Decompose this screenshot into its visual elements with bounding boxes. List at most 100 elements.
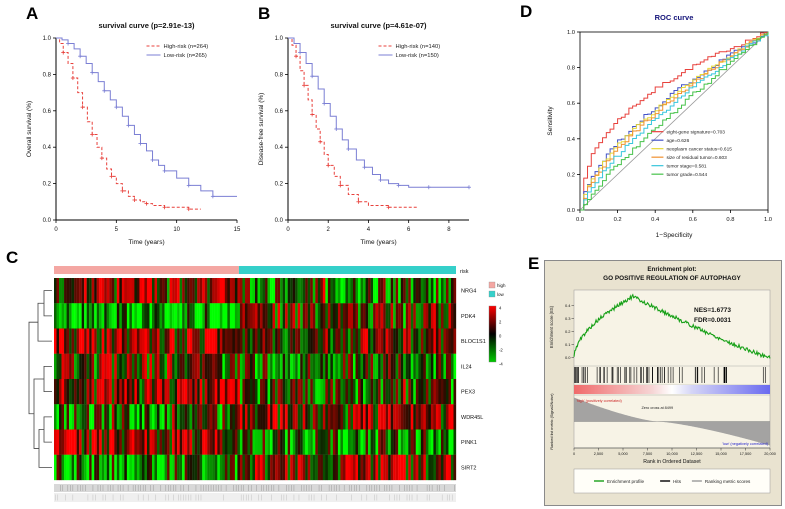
svg-text:20,000: 20,000 xyxy=(764,452,776,456)
svg-text:NRG4: NRG4 xyxy=(461,289,476,295)
svg-text:0.6: 0.6 xyxy=(275,109,284,115)
svg-text:0.0: 0.0 xyxy=(275,218,284,224)
svg-text:0.6: 0.6 xyxy=(689,217,697,223)
svg-text:0.8: 0.8 xyxy=(726,217,734,223)
km-plot: survival curve (p=2.91e-13) 0 5 10 15 0.0 0.2 0… xyxy=(26,21,241,246)
svg-text:Ranked list metric (Signal2Noi: Ranked list metric (Signal2Noise) xyxy=(550,393,554,450)
svg-text:5,000: 5,000 xyxy=(618,452,628,456)
svg-text:10: 10 xyxy=(173,227,180,233)
svg-text:size of residual tumor=0.603: size of residual tumor=0.603 xyxy=(666,155,727,161)
km-series xyxy=(56,37,237,197)
svg-text:0.8: 0.8 xyxy=(275,72,284,78)
svg-text:High-risk (n=264): High-risk (n=264) xyxy=(164,44,209,50)
svg-text:Enrichment plot:: Enrichment plot: xyxy=(647,266,696,273)
roc-plot: ROC curve 0.0 0.2 0.4 0.6 0.8 1.0 0.0 0.2 0.4 0.6 0… xyxy=(547,13,772,239)
svg-text:1.0: 1.0 xyxy=(764,217,772,223)
svg-text:0.6: 0.6 xyxy=(43,109,52,115)
svg-text:0.4: 0.4 xyxy=(651,217,660,223)
svg-text:2: 2 xyxy=(327,227,331,233)
svg-text:0.2: 0.2 xyxy=(43,182,52,188)
roc-series xyxy=(580,32,769,211)
svg-text:2,500: 2,500 xyxy=(594,452,604,456)
svg-text:7,500: 7,500 xyxy=(643,452,653,456)
svg-text:4: 4 xyxy=(499,306,502,311)
panel-label-e: E xyxy=(528,254,540,273)
svg-text:survival curve (p=4.61e-07): survival curve (p=4.61e-07) xyxy=(330,21,427,30)
svg-text:PEX3: PEX3 xyxy=(461,390,475,396)
svg-text:WDR45L: WDR45L xyxy=(461,415,483,421)
roc-curve-chart: ROC curve 0.0 0.2 0.4 0.6 0.8 1.0 0.0 0.2 0.4 0.6 0… xyxy=(547,13,772,239)
svg-text:age=0.626: age=0.626 xyxy=(666,138,689,144)
roc-series xyxy=(580,32,769,211)
svg-text:1.0: 1.0 xyxy=(43,36,52,42)
svg-text:PINK1: PINK1 xyxy=(461,440,477,446)
svg-text:0.3: 0.3 xyxy=(565,316,571,321)
svg-text:-4: -4 xyxy=(499,362,503,367)
svg-text:tumor grade=0.544: tumor grade=0.544 xyxy=(666,172,707,178)
svg-text:Hits: Hits xyxy=(673,479,682,484)
svg-text:5: 5 xyxy=(115,227,119,233)
svg-text:0.1: 0.1 xyxy=(565,342,571,347)
svg-text:0.2: 0.2 xyxy=(614,217,622,223)
svg-text:Low-risk (n=265): Low-risk (n=265) xyxy=(164,53,207,59)
svg-text:NES=1.6773: NES=1.6773 xyxy=(694,307,731,314)
svg-text:0.0: 0.0 xyxy=(43,218,52,224)
panel-label-a: A xyxy=(26,4,39,23)
svg-text:15,000: 15,000 xyxy=(715,452,727,456)
svg-text:Sensitivity: Sensitivity xyxy=(547,106,554,136)
svg-text:0.4: 0.4 xyxy=(275,145,284,151)
svg-text:High-risk (n=140): High-risk (n=140) xyxy=(396,44,441,50)
risk-low-band xyxy=(238,266,456,274)
heatmap-legend: high low 4 2 0 -2 -4 xyxy=(488,281,506,367)
svg-text:4: 4 xyxy=(367,227,371,233)
disease-free-survival-km-chart: survival curve (p=4.61e-07) 0 2 4 6 8 0.0 0.2 0.… xyxy=(258,21,471,246)
svg-text:0.6: 0.6 xyxy=(567,101,575,107)
svg-text:Zero cross at 8499: Zero cross at 8499 xyxy=(641,406,673,410)
km-series xyxy=(288,37,419,208)
svg-text:0.2: 0.2 xyxy=(275,182,284,188)
svg-text:Disease-free survival (%): Disease-free survival (%) xyxy=(258,93,265,166)
gsea-enrichment-plot: Enrichment plot: GO POSITIVE REGULATION O… xyxy=(544,260,782,506)
roc-series xyxy=(580,32,769,211)
svg-text:survival curve (p=2.91e-13): survival curve (p=2.91e-13) xyxy=(98,21,195,30)
svg-text:0.8: 0.8 xyxy=(567,66,575,72)
svg-text:Low-risk (n=150): Low-risk (n=150) xyxy=(396,53,439,59)
svg-text:-2: -2 xyxy=(499,348,503,353)
svg-text:Enrichment profile: Enrichment profile xyxy=(607,479,644,484)
svg-text:0.0: 0.0 xyxy=(576,217,584,223)
svg-text:Ranking metric scores: Ranking metric scores xyxy=(705,479,751,484)
svg-text:high: high xyxy=(497,283,506,288)
gene-expression-heatmap: risk NRG4 PDK4 BLOC1S1 IL24 PEX3 WDR45L PINK1 SI… xyxy=(28,266,506,502)
km-series xyxy=(56,37,201,210)
svg-text:Overall survival (%): Overall survival (%) xyxy=(26,101,33,157)
svg-text:0: 0 xyxy=(286,227,290,233)
km-plot: survival curve (p=4.61e-07) 0 2 4 6 8 0.0 0.2 0.… xyxy=(258,21,471,246)
svg-text:0: 0 xyxy=(54,227,58,233)
svg-text:1.0: 1.0 xyxy=(567,30,575,36)
km-series xyxy=(288,37,469,188)
panel-label-d: D xyxy=(520,2,533,21)
svg-text:0.4: 0.4 xyxy=(565,303,571,308)
svg-text:neoplasm cancer status=0.615: neoplasm cancer status=0.615 xyxy=(666,146,732,152)
svg-text:FDR=0.0031: FDR=0.0031 xyxy=(694,317,731,324)
svg-text:SIRT2: SIRT2 xyxy=(461,465,477,471)
svg-text:17,500: 17,500 xyxy=(740,452,752,456)
panel-label-c: C xyxy=(6,248,19,267)
svg-text:8: 8 xyxy=(447,227,451,233)
svg-text:0.8: 0.8 xyxy=(43,72,52,78)
svg-text:eight-gene signature=0.703: eight-gene signature=0.703 xyxy=(666,129,725,135)
svg-text:low: low xyxy=(497,292,505,297)
svg-text:0.4: 0.4 xyxy=(43,145,52,151)
svg-text:tumor stage=0.581: tumor stage=0.581 xyxy=(666,163,706,169)
svg-text:2: 2 xyxy=(499,320,502,325)
gsea-plot: Enrichment plot: GO POSITIVE REGULATION O… xyxy=(544,260,782,506)
svg-text:15: 15 xyxy=(234,227,241,233)
svg-text:12,500: 12,500 xyxy=(691,452,703,456)
svg-text:BLOC1S1: BLOC1S1 xyxy=(461,339,486,345)
svg-text:Enrichment score (ES): Enrichment score (ES) xyxy=(549,305,554,348)
svg-text:1−Specificity: 1−Specificity xyxy=(656,232,693,239)
svg-text:0.2: 0.2 xyxy=(565,329,571,334)
svg-text:PDK4: PDK4 xyxy=(461,314,475,320)
svg-text:6: 6 xyxy=(407,227,411,233)
